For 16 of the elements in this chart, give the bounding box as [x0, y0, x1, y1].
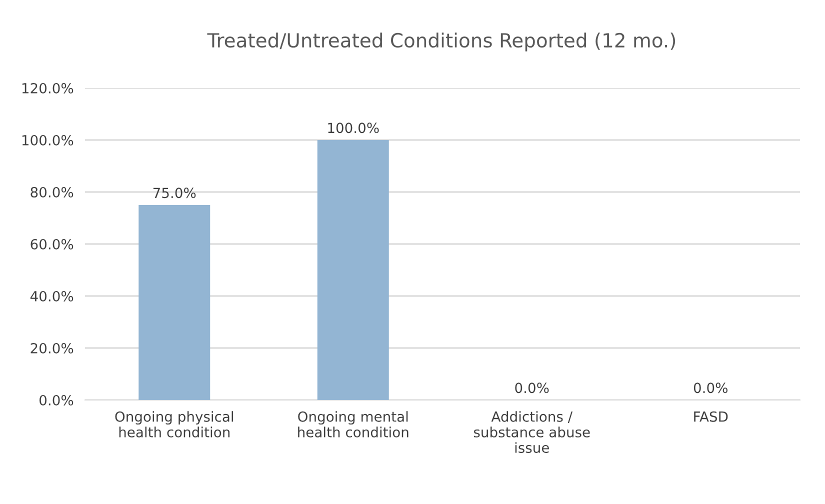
y-tick-label: 20.0%: [30, 342, 74, 354]
data-label: 0.0%: [515, 382, 549, 394]
data-label: 0.0%: [694, 382, 728, 394]
y-tick-label: 80.0%: [30, 186, 74, 198]
data-label: 100.0%: [328, 122, 379, 134]
y-tick-label: 100.0%: [22, 134, 74, 146]
x-tick-label: Addictions / substance abuse issue: [474, 411, 590, 453]
chart-title: Treated/Untreated Conditions Reported (12 mo.): [207, 32, 676, 52]
y-tick-label: 40.0%: [30, 290, 74, 302]
y-tick-label: 120.0%: [22, 82, 74, 94]
x-tick-label: FASD: [694, 411, 728, 422]
x-tick-label: Ongoing mental health condition: [298, 411, 408, 438]
y-tick-label: 0.0%: [40, 394, 74, 406]
y-tick-label: 60.0%: [30, 238, 74, 250]
x-tick-label: Ongoing physical health condition: [115, 411, 234, 438]
data-label: 75.0%: [153, 188, 196, 198]
